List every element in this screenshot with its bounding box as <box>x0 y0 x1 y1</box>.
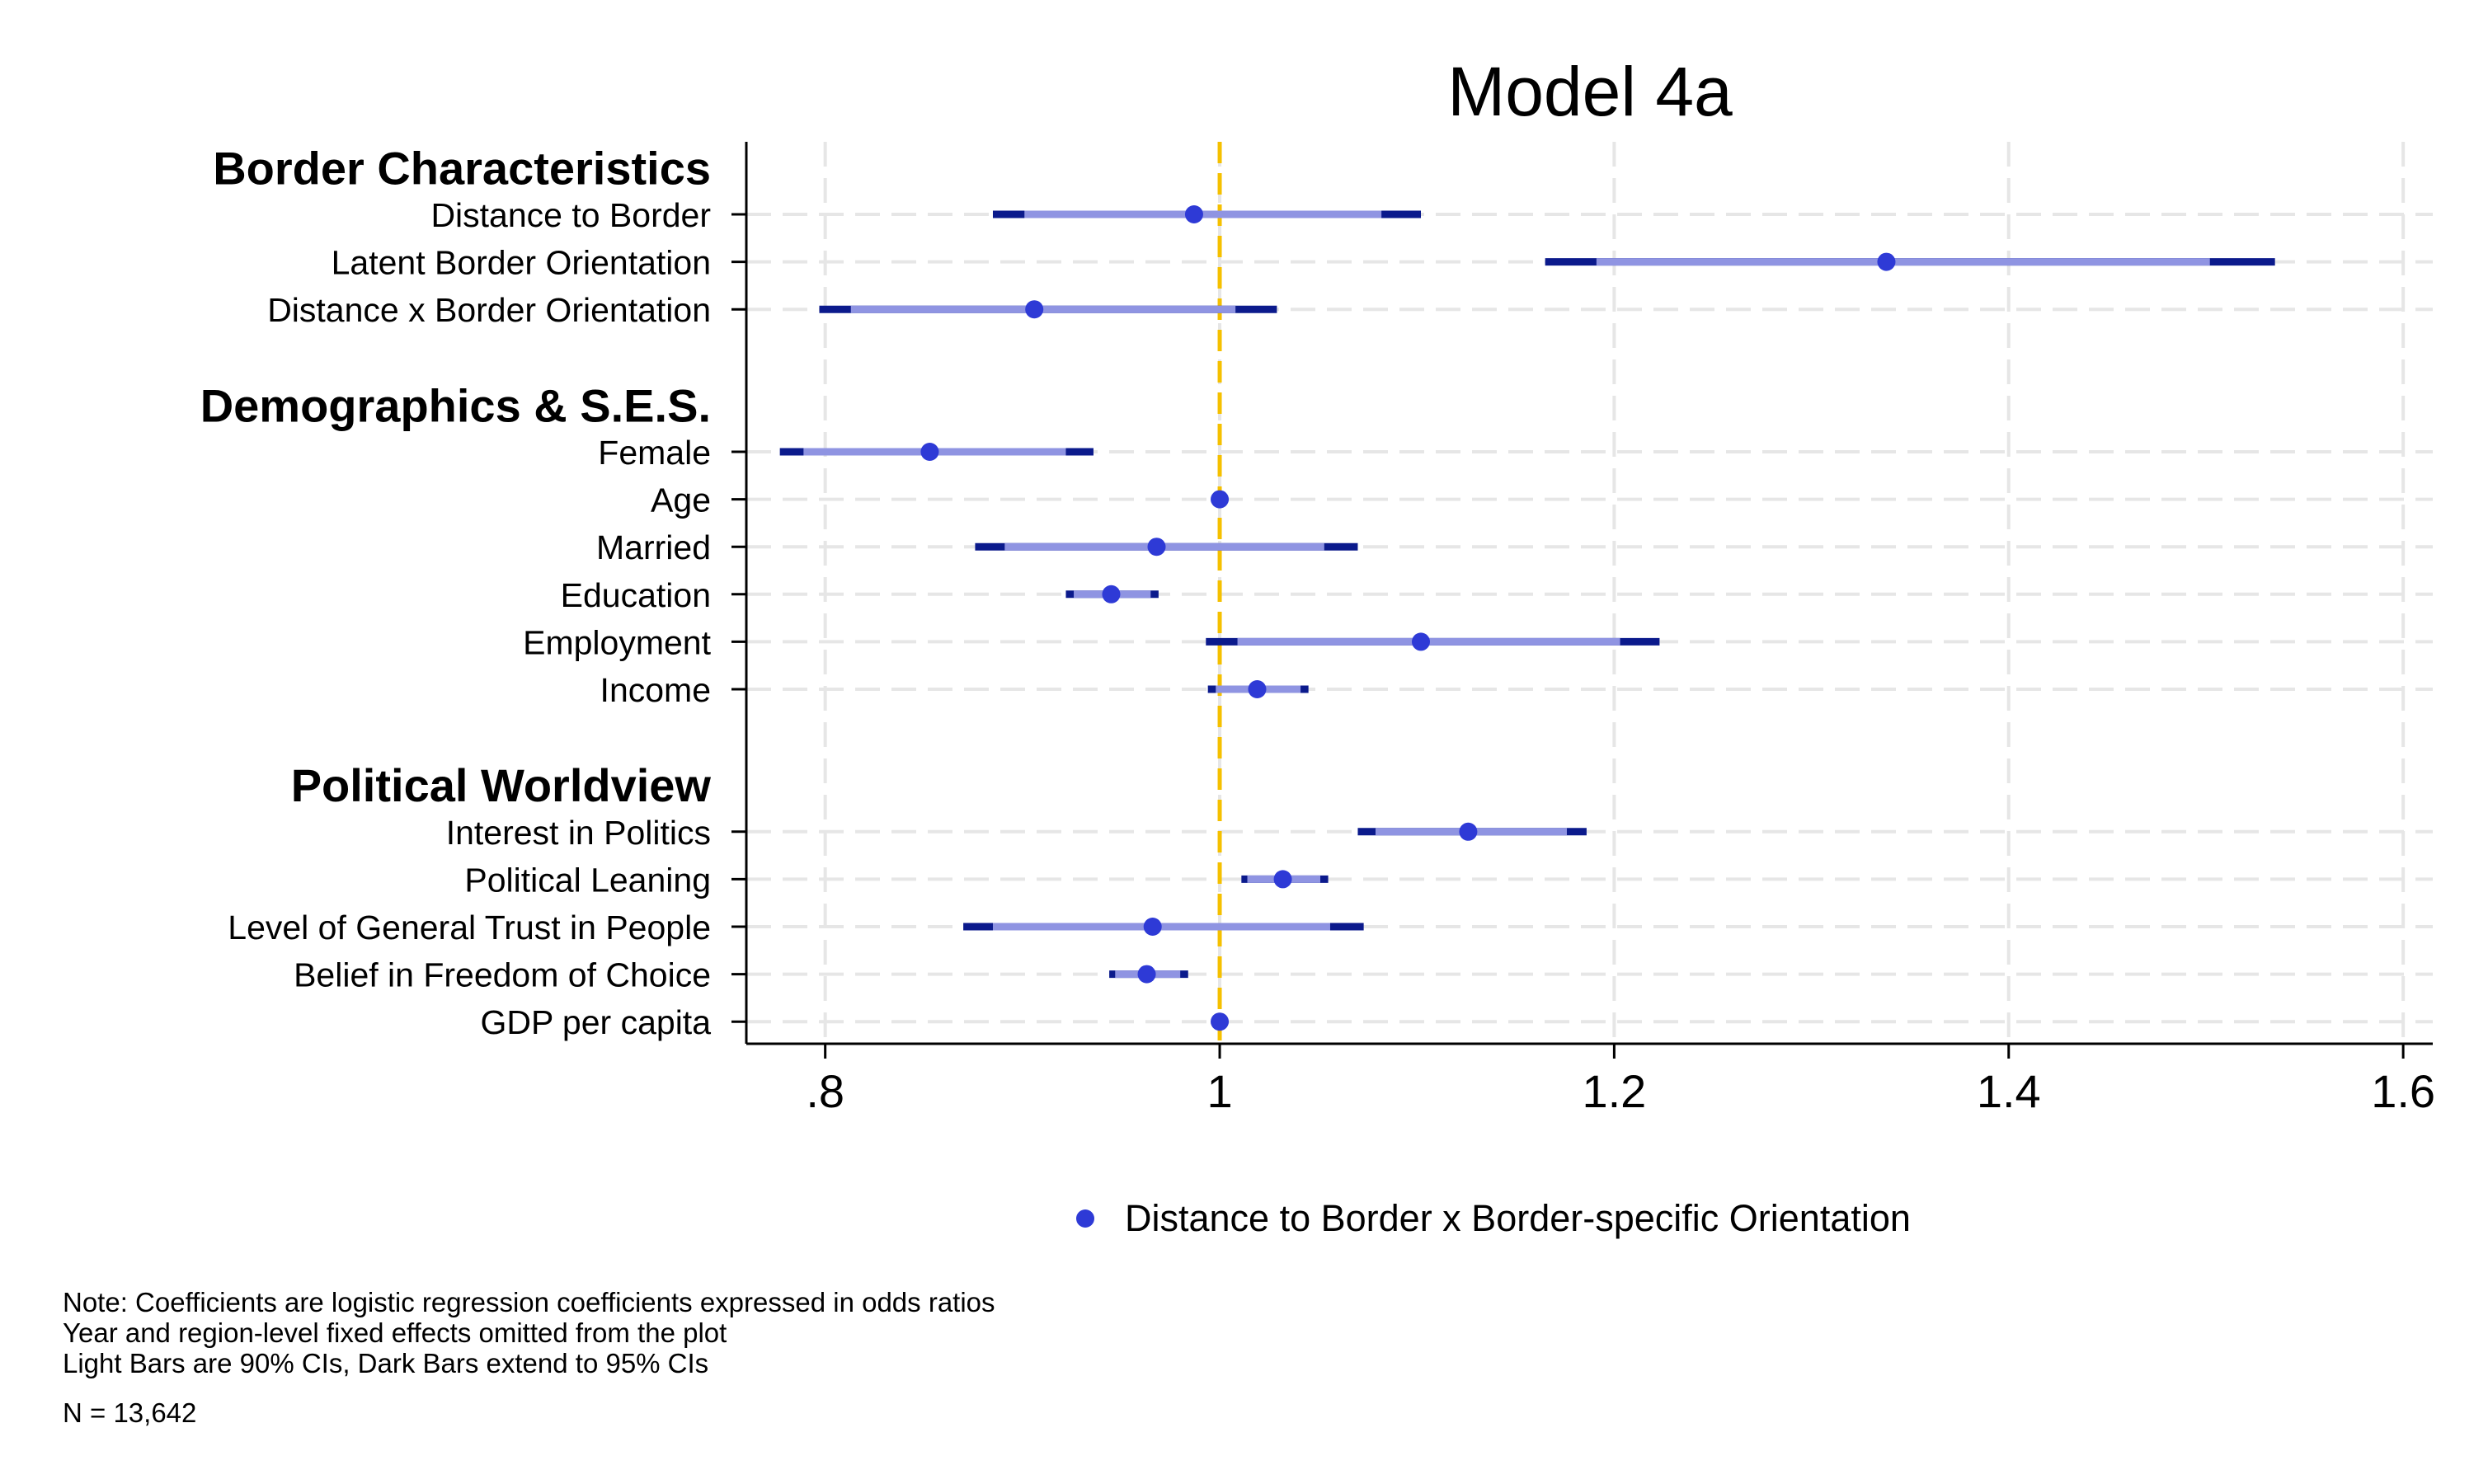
group-heading: Border Characteristics <box>213 142 711 194</box>
chart-title: Model 4a <box>1447 53 1733 130</box>
point-estimate <box>920 443 939 461</box>
row-label: Level of General Trust in People <box>228 909 711 946</box>
x-tick-label: 1.2 <box>1582 1065 1646 1117</box>
legend-marker <box>1076 1209 1094 1228</box>
grid-lines <box>746 142 2433 1044</box>
sample-size-note: N = 13,642 <box>63 1397 197 1428</box>
point-estimate <box>1412 632 1430 651</box>
row-label: Political Leaning <box>464 861 711 899</box>
point-estimate <box>1211 490 1230 509</box>
note-line-3: Light Bars are 90% CIs, Dark Bars extend… <box>63 1348 709 1378</box>
row-label: GDP per capita <box>480 1003 711 1041</box>
point-estimate <box>1143 918 1162 936</box>
row-label: Married <box>596 528 711 566</box>
point-estimate <box>1248 680 1267 698</box>
row-label: Latent Border Orientation <box>332 244 711 282</box>
note-line-1: Note: Coefficients are logistic regressi… <box>63 1287 995 1317</box>
point-estimate <box>1184 205 1203 223</box>
axes: .8 1 1.2 1.4 1.6 <box>731 142 2435 1117</box>
confidence-intervals <box>779 205 2275 1031</box>
group-heading: Political Worldview <box>291 759 712 811</box>
point-estimate <box>1273 870 1292 889</box>
group-heading: Demographics & S.E.S. <box>200 379 711 431</box>
row-label: Employment <box>523 623 711 661</box>
x-tick-label: .8 <box>806 1065 844 1117</box>
point-estimate <box>1102 585 1121 603</box>
x-tick-label: 1.4 <box>1977 1065 2041 1117</box>
row-label: Female <box>598 434 711 472</box>
point-estimate <box>1137 965 1156 984</box>
row-label: Distance x Border Orientation <box>267 291 711 329</box>
row-label: Interest in Politics <box>446 814 711 852</box>
point-estimate <box>1211 1012 1230 1031</box>
row-label: Distance to Border <box>430 196 711 234</box>
point-estimate <box>1025 300 1044 319</box>
point-estimate <box>1459 822 1478 841</box>
legend-label: Distance to Border x Border-specific Ori… <box>1125 1197 1911 1239</box>
x-tick-label: 1.6 <box>2371 1065 2435 1117</box>
row-label: Age <box>651 481 711 519</box>
legend: Distance to Border x Border-specific Ori… <box>1076 1197 1911 1239</box>
row-label: Income <box>600 671 711 709</box>
row-label: Belief in Freedom of Choice <box>294 956 711 994</box>
row-label: Education <box>561 576 711 614</box>
point-estimate <box>1877 252 1896 271</box>
x-tick-label: 1 <box>1206 1065 1232 1117</box>
note-line-2: Year and region-level fixed effects omit… <box>63 1317 727 1348</box>
point-estimate <box>1147 538 1166 556</box>
